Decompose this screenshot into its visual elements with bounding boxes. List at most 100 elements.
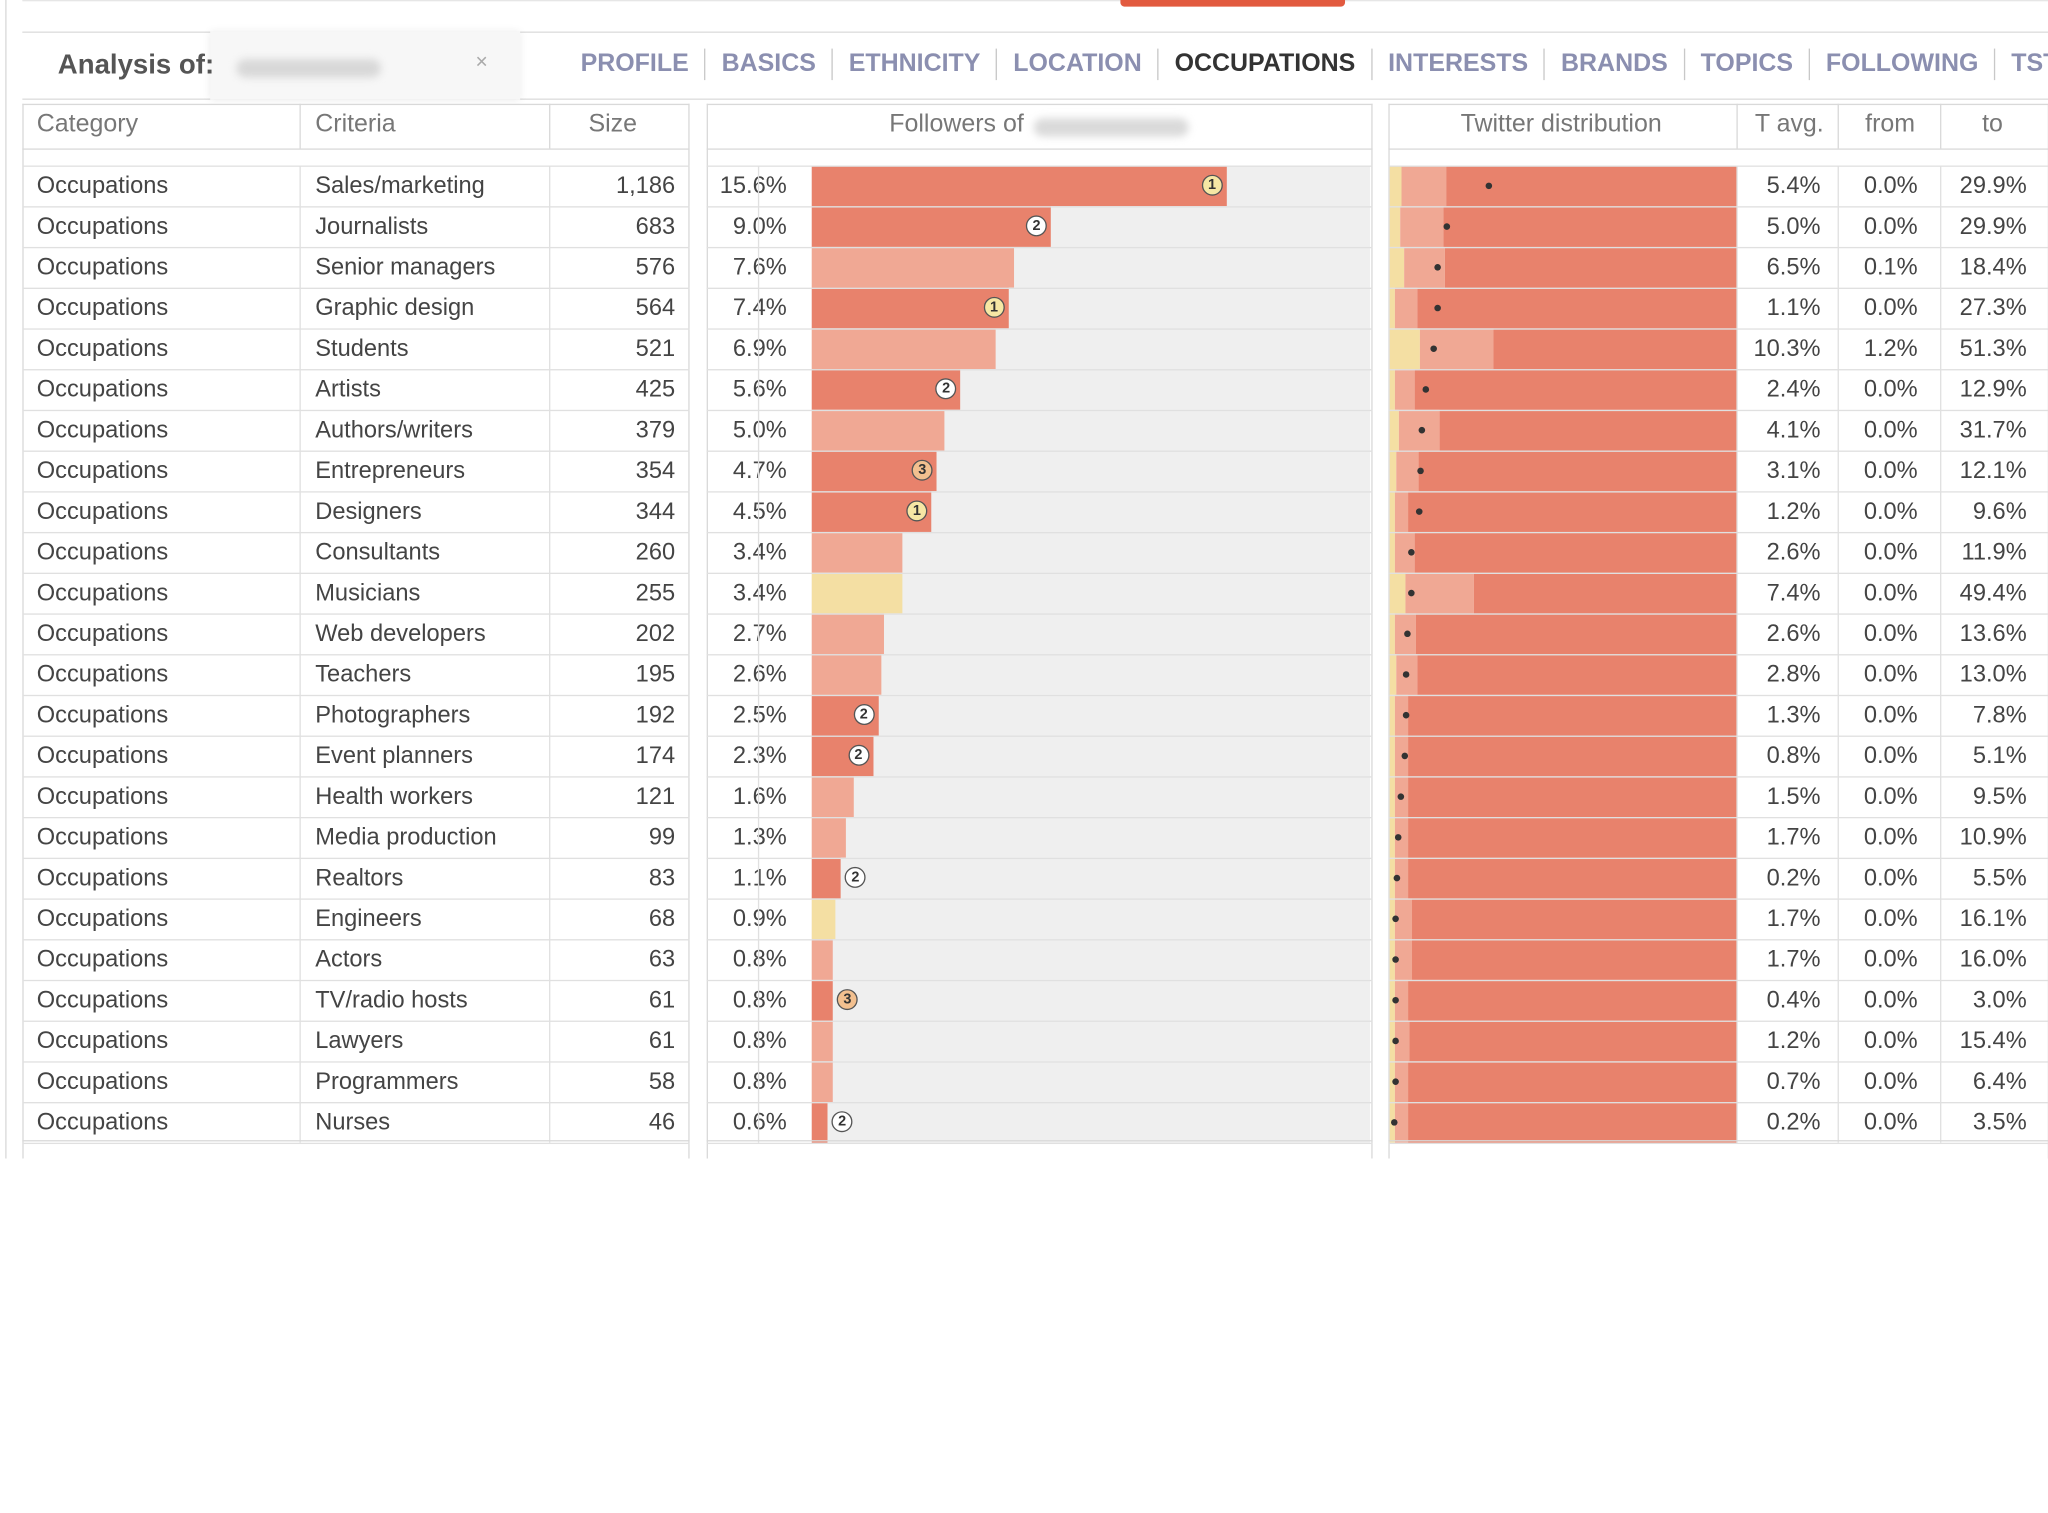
category-cell: Occupations — [36, 782, 169, 810]
table-row[interactable]: Occupations Engineers 68 0.9% 1.7% 0.0% 16.1% — [0, 898, 2048, 940]
table-row[interactable]: Occupations Authors/writers 379 5.0% 4.1% 0.0… — [0, 409, 2048, 451]
table-row[interactable]: Occupations Lawyers 61 0.8% 1.2% 0.0% 15.4% — [0, 1020, 2048, 1062]
table-row[interactable]: Occupations Senior managers 576 7.6% 6.5% 0.1… — [0, 246, 2048, 288]
tab-ethnicity[interactable]: ETHNICITY — [833, 48, 998, 81]
column-divider — [1736, 165, 1738, 1143]
table-row[interactable]: Occupations Teachers 195 2.6% 2.8% 0.0% 13.0% — [0, 654, 2048, 695]
column-header-to[interactable]: to — [1982, 110, 2003, 138]
to-cell: 16.0% — [1959, 945, 2027, 972]
follower-share-marker — [1430, 345, 1438, 353]
criteria-cell: Teachers — [315, 660, 412, 687]
criteria-cell: Photographers — [315, 701, 471, 728]
row-divider — [1388, 898, 2048, 900]
clear-account-icon[interactable]: × — [475, 51, 488, 74]
size-cell: 61 — [648, 986, 676, 1013]
table-row[interactable]: Occupations Designers 344 4.5% 1 1.2% 0.0% 9.6% — [0, 491, 2048, 532]
tab-interests[interactable]: INTERESTS — [1372, 48, 1546, 81]
row-divider — [706, 328, 1373, 330]
table-row[interactable]: Occupations Students 521 6.9% 10.3% 1.2% 51.3% — [0, 328, 2048, 370]
from-cell: 0.0% — [1863, 782, 1918, 810]
row-divider — [1388, 735, 2048, 737]
tab-topics[interactable]: TOPICS — [1685, 48, 1811, 81]
size-cell: 576 — [635, 253, 676, 280]
distribution-high-segment — [1418, 450, 1737, 492]
from-cell: 0.0% — [1863, 742, 1918, 769]
table-row[interactable]: Occupations Journalists 683 9.0% 2 5.0% 0.0% 29… — [0, 206, 2048, 247]
to-cell: 12.1% — [1959, 457, 2027, 484]
t-avg-cell: 0.2% — [1766, 1108, 1821, 1135]
row-divider — [1388, 450, 2048, 452]
to-cell: 29.9% — [1959, 172, 2027, 199]
distribution-low-segment — [1389, 816, 1395, 858]
table-row[interactable]: Occupations Web developers 202 2.7% 2.6% 0.0%… — [0, 613, 2048, 655]
follower-share-marker — [1485, 182, 1492, 190]
category-cell: Occupations — [36, 416, 169, 443]
t-avg-cell: 0.8% — [1766, 742, 1821, 769]
table-row[interactable]: Occupations Sales/marketing 1,186 15.6% 1 5.4… — [0, 165, 2048, 207]
redacted-account-name — [236, 59, 381, 78]
table-row[interactable]: Occupations Graphic design 564 7.4% 1 1.1% 0.0… — [0, 287, 2048, 329]
tab-location[interactable]: LOCATION — [998, 48, 1159, 81]
table-row[interactable]: Occupations Realtors 83 1.1% 2 0.2% 0.0% 5.5% — [0, 857, 2048, 899]
row-divider — [22, 572, 690, 574]
distribution-mid-segment — [1394, 857, 1409, 899]
column-header-followers[interactable]: Followers of — [889, 110, 1024, 138]
from-cell: 0.0% — [1863, 294, 1918, 321]
row-divider — [22, 857, 690, 860]
criteria-cell: Musicians — [315, 579, 421, 606]
column-header-size[interactable]: Size — [588, 110, 638, 138]
column-header-twitter-distribution[interactable]: Twitter distribution — [1460, 110, 1662, 138]
tab-following[interactable]: FOLLOWING — [1810, 48, 1996, 81]
size-cell: 379 — [635, 416, 676, 443]
follower-share-bar — [811, 654, 881, 695]
bar-track — [811, 613, 1370, 655]
column-header-from[interactable]: from — [1865, 110, 1916, 138]
from-cell: 0.0% — [1863, 823, 1918, 850]
table-row[interactable]: Occupations Programmers 58 0.8% 0.7% 0.0% 6.4% — [0, 1061, 2048, 1103]
table-row[interactable]: Occupations Consultants 260 3.4% 2.6% 0.0% 11.… — [0, 531, 2048, 573]
size-cell: 564 — [635, 294, 676, 321]
bar-track — [811, 776, 1370, 817]
table-row[interactable]: Occupations Health workers 121 1.6% 1.5% 0.0%… — [0, 776, 2048, 817]
from-cell: 0.0% — [1863, 619, 1918, 647]
row-divider — [1388, 246, 2048, 249]
t-avg-cell: 3.1% — [1766, 457, 1821, 484]
table-row[interactable]: Occupations Musicians 255 3.4% 7.4% 0.0% 49.4% — [0, 572, 2048, 614]
t-avg-cell: 4.1% — [1766, 416, 1821, 443]
row-divider — [706, 206, 1373, 208]
tab-occupations[interactable]: OCCUPATIONS — [1159, 48, 1373, 81]
from-cell: 0.0% — [1863, 212, 1918, 240]
table-row[interactable]: Occupations Event planners 174 2.3% 2 0.8% 0.0… — [0, 735, 2048, 777]
t-avg-cell: 5.0% — [1766, 212, 1821, 240]
table-row[interactable]: Occupations Photographers 192 2.5% 2 1.3% 0.0%… — [0, 694, 2048, 736]
table-row[interactable]: Occupations Entrepreneurs 354 4.7% 3 3.1% 0.0%… — [0, 450, 2048, 492]
tab-tstats[interactable]: TSTATS — [2011, 49, 2048, 78]
row-divider — [1388, 939, 2048, 941]
column-header-t-avg[interactable]: T avg. — [1754, 110, 1824, 138]
t-avg-cell: 1.2% — [1766, 1027, 1821, 1054]
column-header-criteria[interactable]: Criteria — [315, 110, 396, 138]
table-row[interactable]: Occupations Artists 425 5.6% 2 2.4% 0.0% 12.9% — [0, 369, 2048, 410]
category-cell: Occupations — [36, 1027, 169, 1054]
tab-profile[interactable]: PROFILE — [565, 48, 706, 81]
tab-brands[interactable]: BRANDS — [1545, 48, 1685, 81]
table-row[interactable]: Occupations Nurses 46 0.6% 2 0.2% 0.0% 3.5% — [0, 1102, 2048, 1143]
column-header-category[interactable]: Category — [36, 110, 139, 138]
bar-track — [811, 572, 1370, 614]
row-divider — [706, 246, 1373, 249]
row-divider — [706, 898, 1373, 900]
table-footer — [22, 1140, 690, 1157]
tab-basics[interactable]: BASICS — [706, 48, 833, 81]
follower-share-marker — [1392, 996, 1399, 1004]
criteria-cell: Designers — [315, 497, 422, 525]
size-cell: 1,186 — [615, 172, 676, 199]
row-divider — [1388, 1020, 2048, 1022]
table-row[interactable]: Occupations TV/radio hosts 61 0.8% 3 0.4% 0.0%… — [0, 979, 2048, 1021]
analysis-label: Analysis of: — [57, 49, 215, 81]
table-row[interactable]: Occupations Media production 99 1.3% 1.7% 0.0… — [0, 816, 2048, 858]
table-row[interactable]: Occupations Actors 63 0.8% 1.7% 0.0% 16.0% — [0, 939, 2048, 980]
follower-share-cell: 5.0% — [732, 416, 787, 443]
bar-track — [811, 898, 1370, 940]
follower-share-marker — [1395, 834, 1402, 841]
size-cell: 255 — [635, 579, 676, 606]
